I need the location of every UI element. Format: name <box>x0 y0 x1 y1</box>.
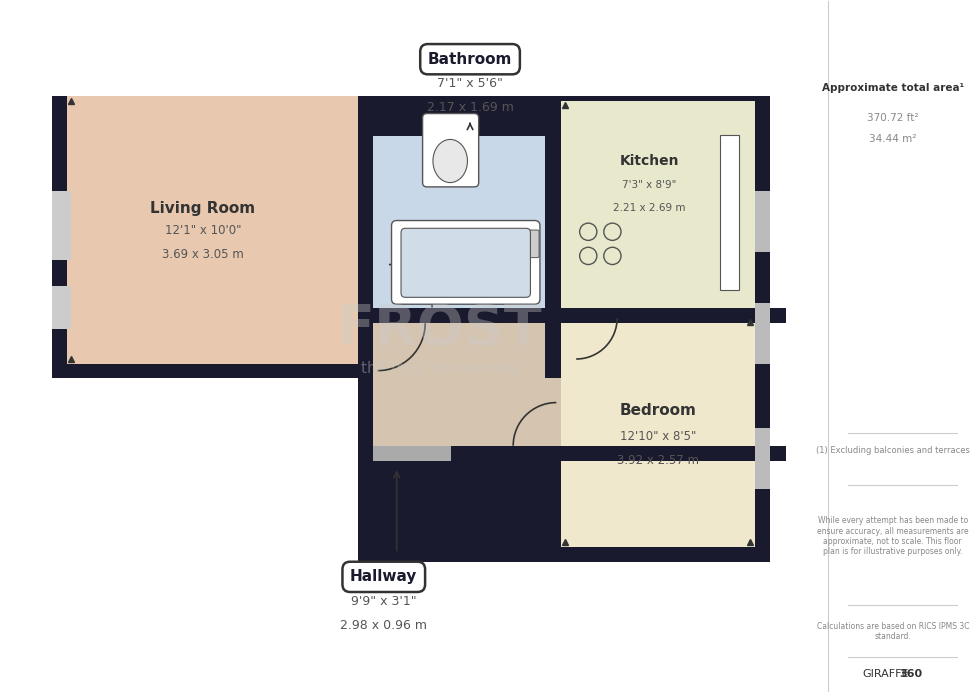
Text: (1) Excluding balconies and terraces: (1) Excluding balconies and terraces <box>816 446 970 455</box>
Text: 370.72 ft²: 370.72 ft² <box>867 113 918 123</box>
Bar <box>358 308 561 323</box>
Bar <box>561 318 755 547</box>
Bar <box>52 96 770 378</box>
Bar <box>68 96 373 364</box>
Text: 7'3" x 8'9": 7'3" x 8'9" <box>622 180 676 190</box>
Bar <box>373 446 451 462</box>
Text: Hallway: Hallway <box>350 570 417 584</box>
FancyBboxPatch shape <box>422 114 478 187</box>
Text: While every attempt has been made to
ensure accuracy, all measurements are
appro: While every attempt has been made to ens… <box>817 516 968 556</box>
Text: Calculations are based on RICS IPMS 3C
standard.: Calculations are based on RICS IPMS 3C s… <box>816 622 969 641</box>
Bar <box>545 96 561 378</box>
Text: 2.98 x 0.96 m: 2.98 x 0.96 m <box>340 619 427 632</box>
FancyBboxPatch shape <box>392 220 540 304</box>
Bar <box>755 191 770 252</box>
FancyBboxPatch shape <box>401 228 530 297</box>
Text: 360: 360 <box>900 669 923 679</box>
Bar <box>545 308 786 323</box>
Text: 12'10" x 8'5": 12'10" x 8'5" <box>619 430 696 443</box>
Text: Approximate total area¹: Approximate total area¹ <box>822 82 964 93</box>
Bar <box>720 135 739 290</box>
Bar <box>358 96 373 378</box>
Bar <box>755 304 770 364</box>
Text: FROST: FROST <box>337 302 543 356</box>
Bar <box>358 446 786 462</box>
Text: 7'1" x 5'6": 7'1" x 5'6" <box>437 77 503 90</box>
Bar <box>755 428 770 489</box>
Bar <box>561 100 755 308</box>
Text: GIRAFFE: GIRAFFE <box>862 669 909 679</box>
Ellipse shape <box>433 139 467 182</box>
Bar <box>52 286 72 329</box>
Text: Bedroom: Bedroom <box>619 403 696 419</box>
Text: 34.44 m²: 34.44 m² <box>869 134 916 144</box>
Text: the frost partnership: the frost partnership <box>361 360 519 376</box>
Bar <box>52 191 72 261</box>
Text: 3.92 x 2.57 m: 3.92 x 2.57 m <box>616 455 699 467</box>
Text: 2.21 x 2.69 m: 2.21 x 2.69 m <box>612 204 685 213</box>
Text: 3.69 x 3.05 m: 3.69 x 3.05 m <box>162 247 244 261</box>
Bar <box>358 364 770 562</box>
Text: Bathroom: Bathroom <box>428 52 513 67</box>
Text: 2.17 x 1.69 m: 2.17 x 1.69 m <box>426 101 514 114</box>
Text: Living Room: Living Room <box>151 201 256 216</box>
Text: Kitchen: Kitchen <box>619 154 679 168</box>
Bar <box>373 323 561 446</box>
Bar <box>373 136 561 308</box>
Text: 9'9" x 3'1": 9'9" x 3'1" <box>351 595 416 608</box>
FancyBboxPatch shape <box>512 230 539 258</box>
Text: 12'1" x 10'0": 12'1" x 10'0" <box>165 224 241 236</box>
